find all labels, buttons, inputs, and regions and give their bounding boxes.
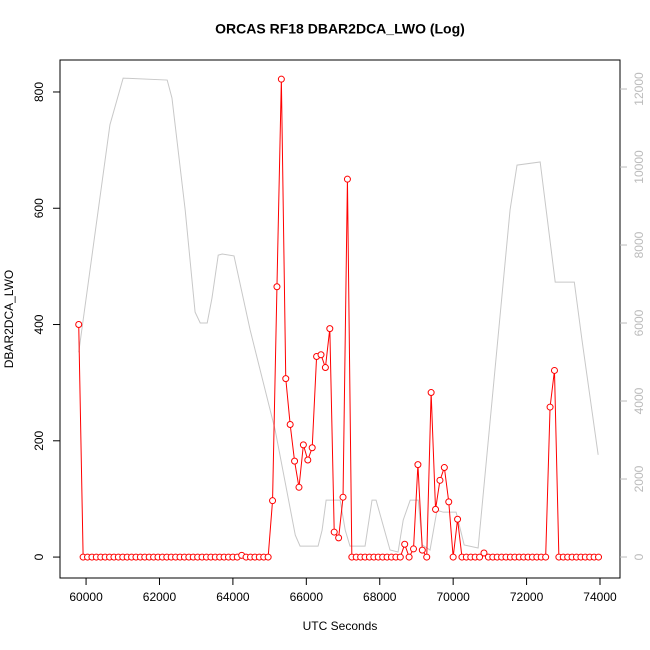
data-point [405,553,413,561]
data-point [317,351,325,359]
y-axis-label: DBAR2DCA_LWO [2,270,16,368]
data-point [445,498,453,506]
x-tick-label: 66000 [290,590,324,604]
x-axis-label: UTC Seconds [303,619,378,633]
data-point [550,366,558,374]
data-point [308,444,316,452]
y2-tick-label: 6000 [632,309,646,336]
data-point [269,497,277,505]
data-point [282,375,290,383]
y2-tick-label: 10000 [632,150,646,184]
data-point [546,403,554,411]
data-point [291,457,299,465]
data-point [542,553,550,561]
data-point [339,493,347,501]
y2-tick-label: 8000 [632,231,646,258]
y-tick-label: 600 [32,198,46,218]
data-point [264,553,272,561]
data-point [295,483,303,491]
data-point [449,553,457,561]
data-point [436,476,444,484]
y-tick-label: 0 [32,553,46,560]
series-line [78,77,599,553]
x-tick-label: 74000 [583,590,617,604]
data-point [326,325,334,333]
y-tick-label: 800 [32,82,46,102]
data-point [304,456,312,464]
y2-tick-label: 0 [632,553,646,560]
data-point [273,283,281,291]
x-tick-label: 68000 [363,590,397,604]
plot-frame [59,59,621,579]
data-point [418,546,426,554]
x-tick-label: 72000 [510,590,544,604]
data-point [277,75,285,83]
data-point [343,175,351,183]
data-point [432,505,440,513]
data-point [480,549,488,557]
y2-tick-label: 12000 [632,72,646,106]
x-tick-label: 64000 [216,590,250,604]
x-tick-label: 60000 [69,590,103,604]
data-point [410,545,418,553]
data-point [440,464,448,472]
y-tick-label: 400 [32,314,46,334]
data-point [321,364,329,372]
x-tick-label: 62000 [143,590,177,604]
data-point [330,528,338,536]
chart-title: ORCAS RF18 DBAR2DCA_LWO (Log) [215,21,465,37]
y-tick-label: 200 [32,430,46,450]
data-point [299,441,307,449]
data-point [335,534,343,542]
data-point [476,553,484,561]
data-point [75,321,83,329]
data-point [396,553,404,561]
data-point [414,461,422,469]
y2-tick-label: 4000 [632,387,646,414]
series-line [78,79,599,559]
y2-tick-label: 2000 [632,465,646,492]
data-point [454,515,462,523]
data-point [423,553,431,561]
x-tick-label: 70000 [436,590,470,604]
data-point [401,540,409,548]
data-point [427,389,435,397]
data-point [595,553,603,561]
data-point [286,421,294,429]
